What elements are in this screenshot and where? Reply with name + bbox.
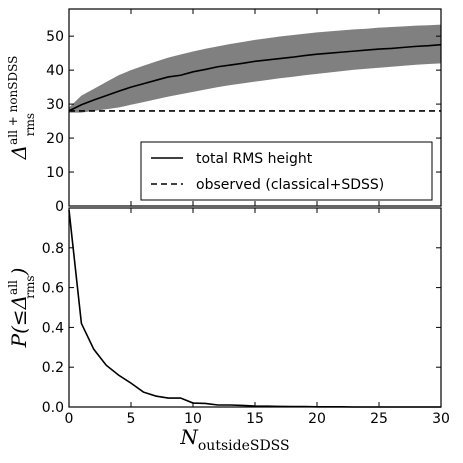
y-tick-label: 0.0	[42, 400, 64, 416]
uncertainty-band	[69, 24, 441, 113]
axes-frame	[68, 207, 442, 408]
x-tick-label: 15	[246, 411, 264, 427]
legend-box	[140, 141, 433, 201]
legend-label: observed (classical+SDSS)	[196, 177, 384, 193]
y-axis-label-base: P(≤Δ	[7, 295, 31, 348]
y-axis-label-sub: rms	[23, 275, 37, 298]
series-line	[68, 43, 442, 112]
bottom-panel: 0.0 0.2 0.4 0.6 0.8 0 5 10 15 20 25 30 P(≤Δall rms) No…	[6, 207, 450, 454]
x-tick-label: 0	[65, 411, 74, 427]
series-line	[68, 209, 441, 408]
y-tick-label: 0.2	[42, 360, 64, 376]
y-axis-label: Δall + nonSDSS rms	[6, 56, 37, 161]
y-tick-label: 30	[46, 97, 64, 113]
x-axis-label-sub: outsideSDSS	[198, 438, 290, 454]
y-axis-label-sub: rms	[23, 113, 37, 136]
y-axis-label-sup: all	[6, 280, 20, 295]
x-tick-label: 25	[370, 411, 388, 427]
top-panel: 0 10 20 30 40 50 Δall + nonSDSS rms total RMS he…	[6, 8, 442, 215]
y-axis-label-tail: )	[7, 268, 31, 277]
y-tick-label: 50	[46, 29, 64, 45]
x-axis-label-base: N	[179, 425, 199, 449]
y-axis-label-base: Δ	[7, 145, 31, 160]
x-tick-label: 5	[127, 411, 136, 427]
y-tick-label: 0.8	[42, 241, 64, 257]
x-tick-label: 10	[184, 411, 202, 427]
y-tick-label: 40	[46, 63, 64, 79]
y-tick-label: 0.6	[42, 281, 64, 297]
y-tick-label: 0.4	[42, 320, 64, 336]
legend-label: total RMS height	[196, 151, 313, 167]
x-tick-label: 20	[308, 411, 326, 427]
y-tick-label: 20	[46, 131, 64, 147]
x-tick-label: 30	[432, 411, 450, 427]
x-axis-label: NoutsideSDSS	[179, 425, 289, 454]
y-axis-label: P(≤Δall rms)	[6, 268, 37, 349]
y-tick-label: 10	[46, 165, 64, 181]
y-tick-label: 0	[55, 199, 64, 215]
y-axis-label-sup: all + nonSDSS	[6, 56, 20, 145]
